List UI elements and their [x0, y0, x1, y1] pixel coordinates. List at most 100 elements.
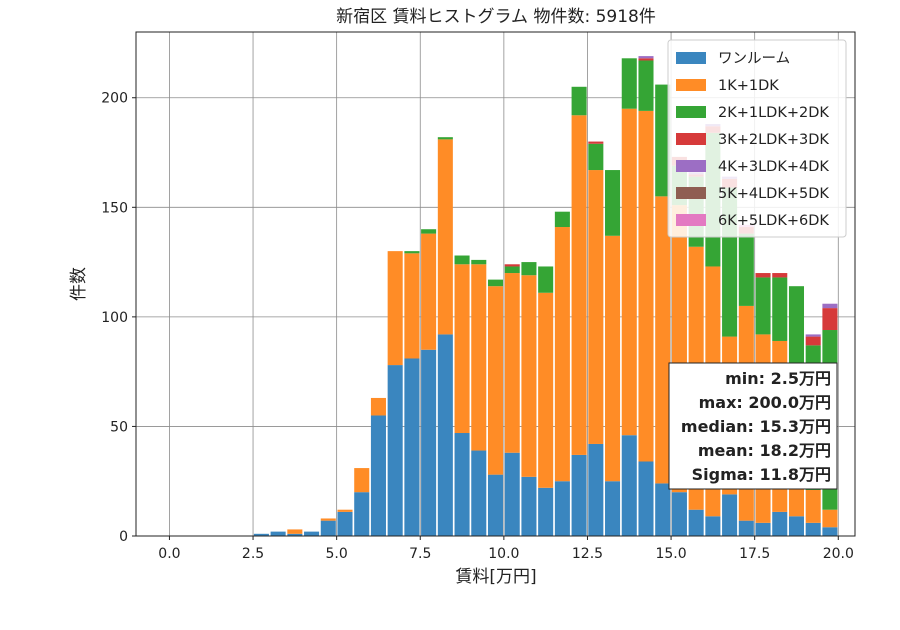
y-tick-label: 150	[101, 200, 128, 216]
legend-label: 5K+4LDK+5DK	[718, 186, 829, 202]
bar-segment	[504, 452, 520, 536]
bar-segment	[538, 487, 554, 536]
bar-segment	[287, 529, 303, 534]
x-tick-label: 15.0	[655, 546, 686, 562]
bar-segment	[320, 518, 336, 521]
bar-segment	[722, 494, 738, 536]
bar-segment	[822, 509, 838, 528]
bar-segment	[487, 286, 504, 475]
bar-segment	[554, 481, 570, 536]
x-tick-label: 2.5	[242, 546, 264, 562]
bar-segment	[521, 262, 537, 276]
bar-segment	[571, 454, 587, 536]
bar-segment	[822, 308, 838, 331]
bar-segment	[655, 196, 671, 484]
bar-segment	[554, 227, 570, 482]
bar-segment	[421, 229, 437, 234]
bar-segment	[655, 84, 671, 197]
x-tick-label: 20.0	[823, 546, 854, 562]
bar-segment	[822, 303, 838, 309]
bar-segment	[387, 365, 403, 536]
bar-segment	[805, 522, 821, 536]
bar-segment	[404, 253, 420, 359]
bar-segment	[454, 433, 470, 536]
legend-swatch	[676, 79, 706, 91]
stats-line: median: 15.3万円	[681, 417, 831, 436]
bar-segment	[655, 483, 671, 536]
bar-segment	[638, 110, 654, 462]
bar-segment	[253, 533, 269, 536]
bar-segment	[588, 141, 604, 144]
bar-segment	[521, 476, 537, 536]
stats-line: Sigma: 11.8万円	[692, 465, 831, 484]
x-tick-label: 0.0	[158, 546, 180, 562]
y-tick-label: 0	[119, 529, 128, 545]
bar-segment	[772, 273, 788, 278]
bar-segment	[788, 286, 805, 377]
bar-segment	[320, 520, 336, 536]
bar-segment	[755, 522, 771, 536]
bar-segment	[421, 349, 437, 536]
bar-segment	[354, 468, 370, 493]
bar-segment	[621, 58, 637, 109]
bar-segment	[287, 533, 303, 536]
stats-line: min: 2.5万円	[725, 369, 831, 388]
y-tick-label: 50	[110, 419, 128, 435]
bar-segment	[605, 235, 621, 482]
chart-title: 新宿区 賃料ヒストグラム 物件数: 5918件	[336, 7, 656, 27]
legend-swatch	[676, 160, 706, 172]
legend-swatch	[676, 106, 706, 118]
bar-segment	[471, 450, 487, 536]
bar-segment	[354, 492, 370, 536]
x-axis-label: 賃料[万円]	[455, 567, 536, 587]
bar-segment	[471, 264, 487, 451]
bar-segment	[605, 481, 621, 536]
legend-label: 1K+1DK	[718, 78, 779, 94]
legend-label: 2K+1LDK+2DK	[718, 105, 829, 121]
bar-segment	[437, 334, 453, 536]
x-tick-label: 17.5	[739, 546, 770, 562]
y-tick-label: 200	[101, 91, 128, 107]
bar-segment	[554, 211, 570, 228]
bar-segment	[805, 489, 821, 523]
bar-segment	[404, 251, 420, 254]
bar-segment	[705, 516, 721, 536]
bar-segment	[822, 527, 838, 536]
bar-segment	[504, 273, 520, 453]
bar-segment	[337, 509, 353, 512]
bar-segment	[504, 264, 520, 267]
stats-line: mean: 18.2万円	[698, 441, 831, 460]
plot-frame	[135, 31, 856, 537]
bar-segment	[805, 336, 821, 346]
bar-segment	[638, 461, 654, 536]
bar-segment	[621, 108, 637, 436]
bar-segment	[421, 233, 437, 350]
legend-swatch	[676, 214, 706, 226]
legend-label: 4K+3LDK+4DK	[718, 159, 829, 175]
bar-segment	[755, 277, 771, 335]
bar-segment	[404, 358, 420, 536]
bar-segment	[588, 443, 604, 536]
bar-segment	[571, 115, 587, 455]
bar-segment	[521, 275, 537, 477]
bar-segment	[671, 492, 687, 536]
stats-box: min: 2.5万円 max: 200.0万円 median: 15.3万円 mean…	[668, 362, 838, 490]
bar-segment	[805, 334, 821, 337]
legend-label: 6K+5LDK+6DK	[718, 213, 829, 229]
bar-segment	[454, 264, 470, 434]
y-tick-label: 100	[101, 310, 128, 326]
legend-swatch	[676, 133, 706, 145]
bar-segment	[621, 435, 637, 536]
bar-segment	[638, 56, 654, 59]
bar-segment	[370, 397, 386, 416]
bar-segment	[270, 531, 286, 536]
legend-frame	[667, 39, 847, 238]
y-axis-label: 件数	[69, 267, 89, 301]
bar-segment	[454, 255, 470, 265]
bar-segment	[487, 279, 504, 287]
x-tick-label: 10.0	[488, 546, 519, 562]
legend-swatch	[676, 52, 706, 64]
bar-segment	[588, 170, 604, 444]
x-tick-label: 12.5	[572, 546, 603, 562]
